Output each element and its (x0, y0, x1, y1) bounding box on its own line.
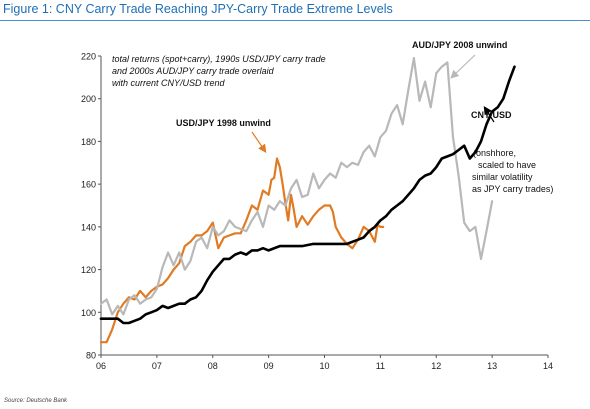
series-lines (99, 56, 516, 344)
x-tick-label: 06 (96, 361, 106, 371)
x-tick-label: 12 (431, 361, 441, 371)
arrow-cnyusd (483, 105, 495, 123)
y-tick-label: 140 (81, 222, 96, 232)
y-tick-label: 200 (81, 94, 96, 104)
chart-note-line-3: with current CNY/USD trend (112, 78, 226, 88)
annotation-cny-line-5: as JPY carry trades) (472, 184, 553, 194)
annotation-audjpy: AUD/JPY 2008 unwind (412, 40, 507, 50)
series-line-usdjpy (99, 157, 385, 344)
series-line-cnyusd (99, 65, 516, 325)
series-line-audjpy (99, 56, 494, 316)
y-tick-label: 100 (81, 308, 96, 318)
arrow-usdjpy (251, 131, 267, 153)
annotation-cny-line-2: (onshhore, (473, 148, 516, 158)
chart-note-line-2: and 2000s AUD/JPY carry trade overlaid (112, 66, 275, 76)
title-rule (0, 20, 590, 21)
y-tick-label: 180 (81, 137, 96, 147)
chart-axes (98, 55, 549, 358)
x-tick-label: 09 (264, 361, 274, 371)
x-tick-label: 11 (376, 361, 385, 371)
y-tick-label: 220 (81, 52, 96, 62)
x-tick-label: 10 (319, 361, 329, 371)
arrow-audjpy (450, 54, 476, 79)
source-note: Source: Deutsche Bank (4, 398, 68, 404)
line-chart: 80 100 120 140 160 180 200 220 06 07 08 09 10 11 12 13… (81, 40, 553, 371)
x-tick-label: 08 (208, 361, 218, 371)
annotation-usdjpy: USD/JPY 1998 unwind (176, 118, 271, 128)
figure-title: Figure 1: CNY Carry Trade Reaching JPY-C… (3, 2, 393, 16)
x-tick-label: 07 (152, 361, 162, 371)
chart-note-line-1: total returns (spot+carry), 1990s USD/JP… (112, 54, 326, 64)
y-tick-label: 120 (81, 265, 96, 275)
y-tick-labels: 80 100 120 140 160 180 200 220 (81, 52, 96, 361)
x-tick-labels: 06 07 08 09 10 11 12 13 14 (96, 361, 553, 371)
y-tick-label: 80 (86, 351, 96, 361)
x-tick-label: 13 (487, 361, 497, 371)
annotation-cny-line-3: scaled to have (478, 160, 536, 170)
x-tick-label: 14 (543, 361, 553, 371)
annotation-cny-line-4: similar volatility (472, 172, 533, 182)
y-tick-label: 160 (81, 180, 96, 190)
